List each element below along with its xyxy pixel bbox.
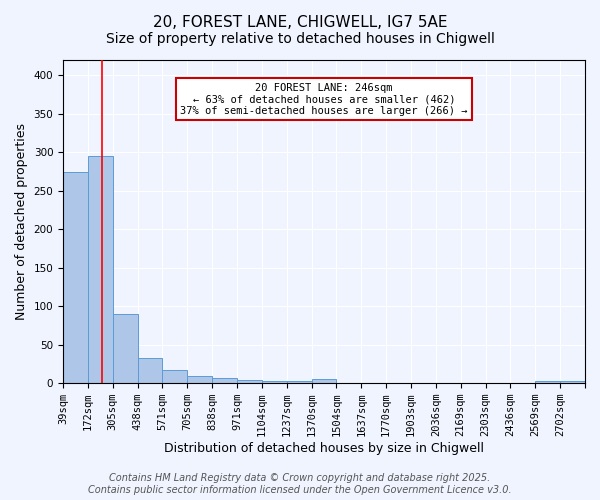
Text: 20 FOREST LANE: 246sqm
← 63% of detached houses are smaller (462)
37% of semi-de: 20 FOREST LANE: 246sqm ← 63% of detached…	[180, 82, 468, 116]
Bar	[163, 370, 187, 383]
Y-axis label: Number of detached properties: Number of detached properties	[15, 123, 28, 320]
Bar	[88, 156, 113, 383]
Bar	[287, 382, 311, 383]
Bar	[262, 380, 287, 383]
Bar	[237, 380, 262, 383]
Bar	[560, 380, 585, 383]
Text: Contains HM Land Registry data © Crown copyright and database right 2025.
Contai: Contains HM Land Registry data © Crown c…	[88, 474, 512, 495]
Bar	[311, 379, 337, 383]
Bar	[113, 314, 137, 383]
X-axis label: Distribution of detached houses by size in Chigwell: Distribution of detached houses by size …	[164, 442, 484, 455]
Bar	[187, 376, 212, 383]
Bar	[137, 358, 163, 383]
Bar	[535, 382, 560, 383]
Text: 20, FOREST LANE, CHIGWELL, IG7 5AE: 20, FOREST LANE, CHIGWELL, IG7 5AE	[153, 15, 447, 30]
Bar	[63, 172, 88, 383]
Bar	[212, 378, 237, 383]
Text: Size of property relative to detached houses in Chigwell: Size of property relative to detached ho…	[106, 32, 494, 46]
